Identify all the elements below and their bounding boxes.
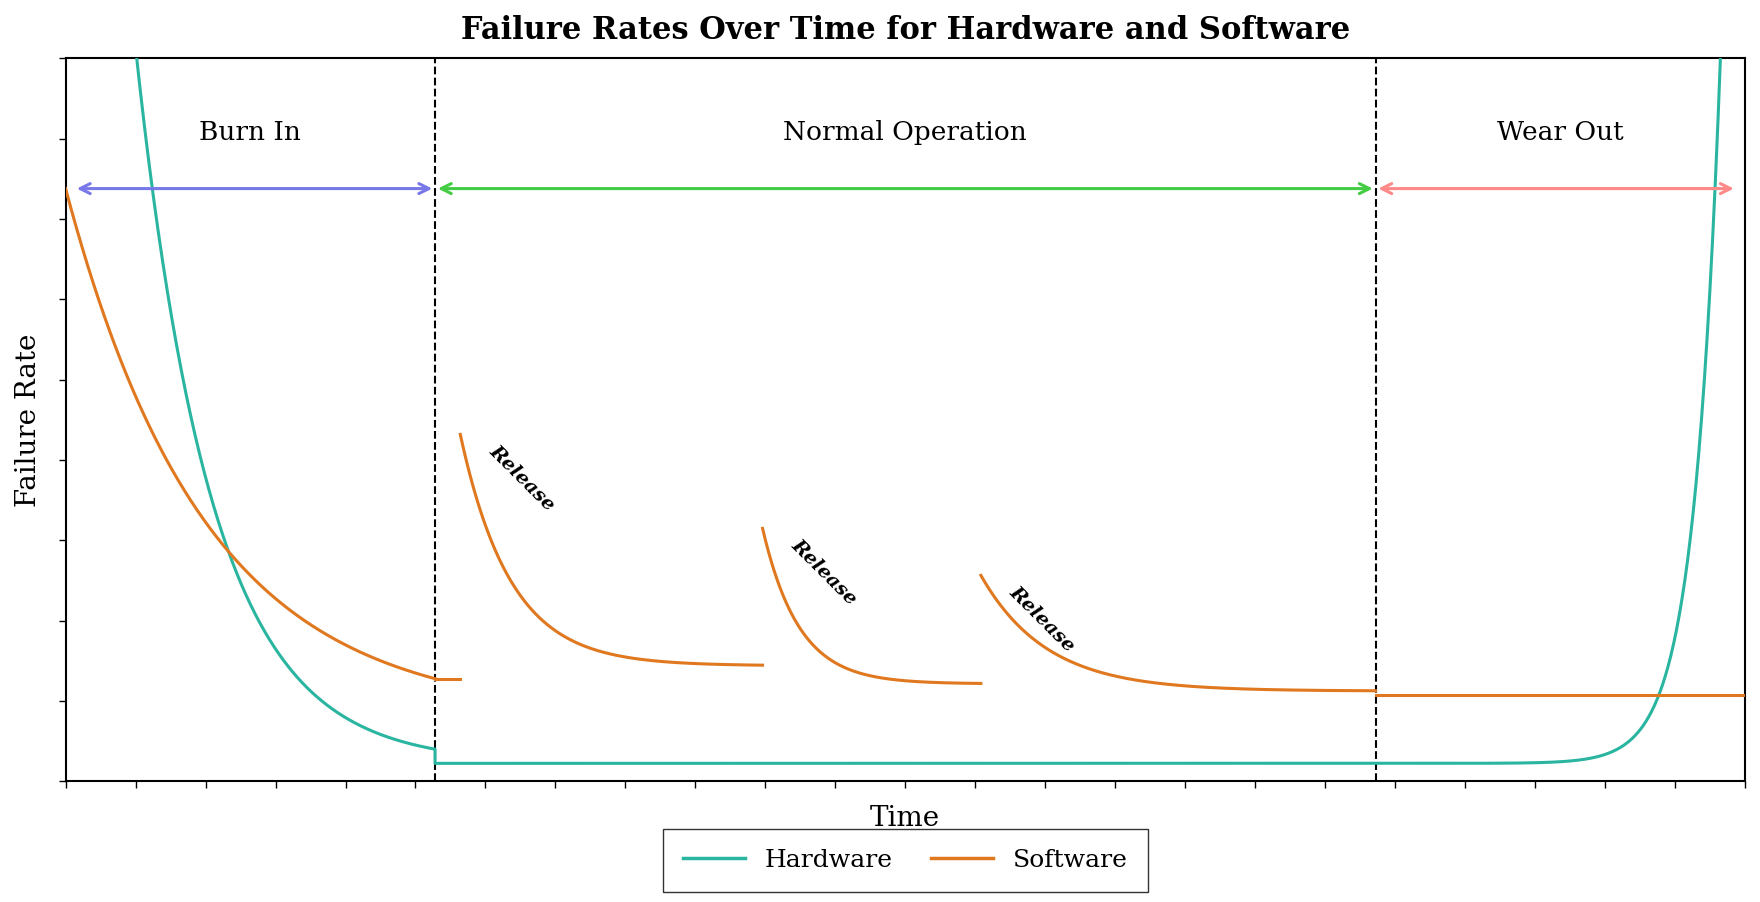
X-axis label: Time: Time (869, 805, 940, 832)
Text: Release: Release (486, 442, 558, 514)
Text: Wear Out: Wear Out (1498, 120, 1623, 145)
Text: Normal Operation: Normal Operation (783, 120, 1028, 145)
Text: Release: Release (788, 536, 861, 608)
Y-axis label: Failure Rate: Failure Rate (16, 333, 42, 507)
Legend: Hardware, Software: Hardware, Software (662, 829, 1148, 892)
Title: Failure Rates Over Time for Hardware and Software: Failure Rates Over Time for Hardware and… (461, 15, 1350, 46)
Text: Burn In: Burn In (199, 120, 301, 145)
Text: Release: Release (1007, 583, 1079, 655)
